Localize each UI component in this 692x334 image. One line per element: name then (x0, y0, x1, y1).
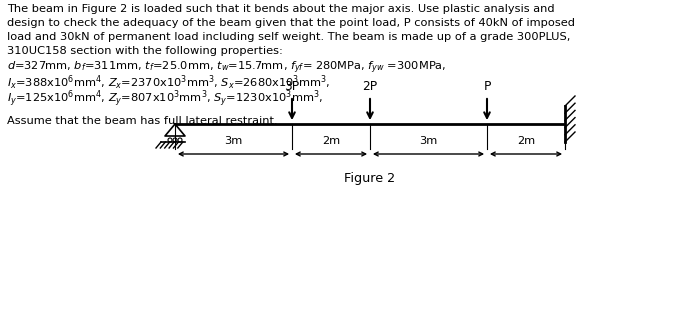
Text: 2m: 2m (517, 136, 535, 146)
Text: 310UC158 section with the following properties:: 310UC158 section with the following prop… (7, 46, 283, 56)
Text: 3m: 3m (419, 136, 437, 146)
Text: 3m: 3m (224, 136, 243, 146)
Text: 3P: 3P (284, 80, 300, 93)
Text: $I_x$=388x10$^6$mm$^4$, $Z_x$=2370x10$^3$mm$^3$, $S_x$=2680x10$^3$mm$^3$,: $I_x$=388x10$^6$mm$^4$, $Z_x$=2370x10$^3… (7, 74, 331, 93)
Text: 2P: 2P (363, 80, 378, 93)
Text: Figure 2: Figure 2 (345, 172, 396, 185)
Text: $d$=327mm, $b_f$=311mm, $t_f$=25.0mm, $t_w$=15.7mm, $f_{yf}$= 280MPa, $f_{yw}$ =: $d$=327mm, $b_f$=311mm, $t_f$=25.0mm, $t… (7, 60, 446, 76)
Text: 2m: 2m (322, 136, 340, 146)
Text: The beam in Figure 2 is loaded such that it bends about the major axis. Use plas: The beam in Figure 2 is loaded such that… (7, 4, 554, 14)
Text: design to check the adequacy of the beam given that the point load, P consists o: design to check the adequacy of the beam… (7, 18, 575, 28)
Text: load and 30kN of permanent load including self weight. The beam is made up of a : load and 30kN of permanent load includin… (7, 32, 570, 42)
Text: $I_y$=125x10$^6$mm$^4$, $Z_y$=807x10$^3$mm$^3$, $S_y$=1230x10$^3$mm$^3$,: $I_y$=125x10$^6$mm$^4$, $Z_y$=807x10$^3$… (7, 88, 323, 109)
Text: Assume that the beam has full lateral restraint.: Assume that the beam has full lateral re… (7, 116, 277, 126)
Text: P: P (483, 80, 491, 93)
